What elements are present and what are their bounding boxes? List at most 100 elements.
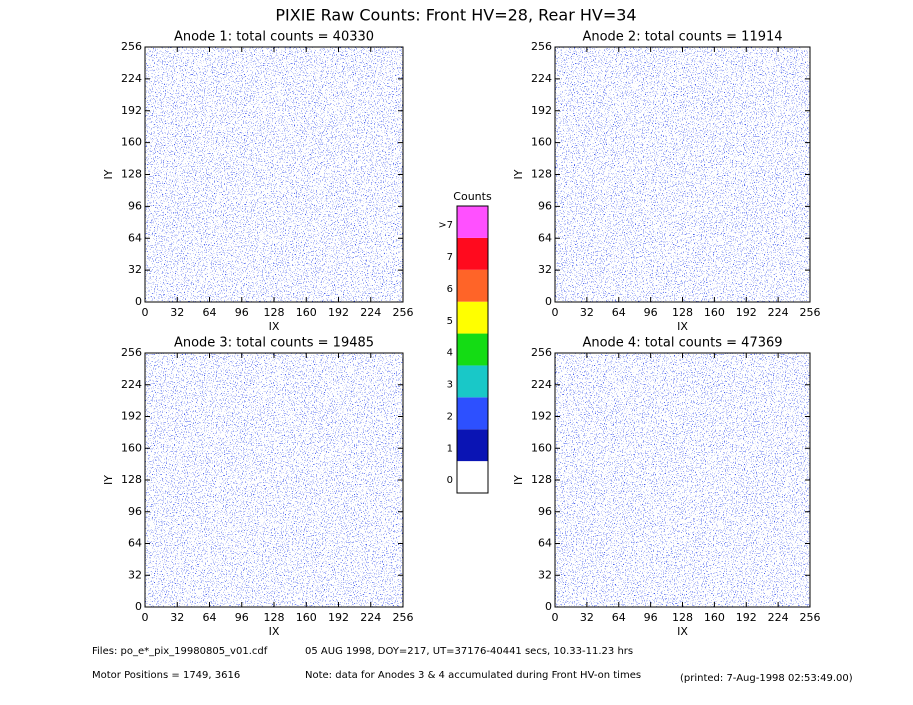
x-tick-label: 192 <box>736 306 757 319</box>
colorbar-swatch <box>457 269 488 302</box>
y-tick-label: 0 <box>135 600 142 613</box>
y-axis-label: IY <box>512 475 525 485</box>
x-tick-label: 96 <box>235 611 249 624</box>
noise-texture <box>555 353 810 607</box>
colorbar-frame <box>456 205 489 494</box>
x-tick-label: 160 <box>704 306 725 319</box>
y-tick-label: 32 <box>128 263 142 276</box>
y-tick-label: 192 <box>531 104 552 117</box>
x-tick-label: 32 <box>580 611 594 624</box>
y-tick-label: 64 <box>538 537 552 550</box>
x-tick-label: 256 <box>800 306 821 319</box>
x-tick-label: 256 <box>393 611 414 624</box>
x-tick-label: 0 <box>552 306 559 319</box>
x-axis-label: IX <box>269 625 280 638</box>
x-tick-label: 0 <box>552 611 559 624</box>
y-tick-label: 64 <box>128 231 142 244</box>
x-tick-label: 256 <box>393 306 414 319</box>
x-tick-label: 224 <box>360 611 381 624</box>
x-axis-label: IX <box>269 320 280 333</box>
y-tick-label: 32 <box>538 568 552 581</box>
y-tick-label: 128 <box>121 168 142 181</box>
y-tick-label: 224 <box>121 72 142 85</box>
footer-note: Note: data for Anodes 3 & 4 accumulated … <box>305 670 641 681</box>
x-tick-label: 224 <box>360 306 381 319</box>
colorbar-swatch <box>457 206 488 238</box>
panel-title: Anode 2: total counts = 11914 <box>582 30 782 45</box>
x-axis-label: IX <box>677 625 688 638</box>
y-tick-label: 192 <box>121 104 142 117</box>
colorbar-swatch <box>457 429 488 462</box>
x-tick-label: 160 <box>296 306 317 319</box>
x-tick-label: 128 <box>672 611 693 624</box>
colorbar-swatch <box>457 237 488 270</box>
y-tick-label: 160 <box>121 136 142 149</box>
y-tick-label: 192 <box>121 410 142 423</box>
y-tick-label: 224 <box>531 378 552 391</box>
noise-texture <box>555 47 810 302</box>
y-tick-label: 128 <box>531 473 552 486</box>
colorbar-label: 6 <box>447 284 453 295</box>
figure-title: PIXIE Raw Counts: Front HV=28, Rear HV=3… <box>275 6 636 25</box>
y-tick-label: 224 <box>121 378 142 391</box>
y-tick-label: 128 <box>121 473 142 486</box>
x-tick-label: 0 <box>142 306 149 319</box>
colorbar-label: 7 <box>447 252 453 263</box>
colorbar-label: 0 <box>447 475 453 486</box>
y-tick-label: 64 <box>538 231 552 244</box>
x-tick-label: 160 <box>704 611 725 624</box>
x-tick-label: 64 <box>612 611 626 624</box>
panel-title: Anode 1: total counts = 40330 <box>174 30 374 45</box>
y-axis-label: IY <box>102 475 115 485</box>
x-tick-label: 128 <box>264 306 285 319</box>
colorbar-swatch <box>457 333 488 366</box>
y-tick-label: 96 <box>538 505 552 518</box>
footer-printed: (printed: 7-Aug-1998 02:53:49.00) <box>680 673 853 684</box>
x-tick-label: 32 <box>170 611 184 624</box>
x-tick-label: 224 <box>768 611 789 624</box>
y-tick-label: 256 <box>531 40 552 53</box>
x-tick-label: 224 <box>768 306 789 319</box>
y-tick-label: 128 <box>531 168 552 181</box>
y-tick-label: 160 <box>531 136 552 149</box>
y-tick-label: 32 <box>538 263 552 276</box>
y-tick-label: 96 <box>128 505 142 518</box>
x-tick-label: 192 <box>328 611 349 624</box>
x-tick-label: 128 <box>672 306 693 319</box>
y-tick-label: 0 <box>545 295 552 308</box>
x-tick-label: 64 <box>203 306 217 319</box>
x-tick-label: 128 <box>264 611 285 624</box>
x-tick-label: 192 <box>328 306 349 319</box>
noise-texture <box>145 353 403 607</box>
colorbar-swatch <box>457 301 488 334</box>
y-tick-label: 0 <box>545 600 552 613</box>
y-tick-label: 160 <box>531 441 552 454</box>
noise-texture <box>145 47 403 302</box>
colorbar-swatch <box>457 365 488 398</box>
colorbar-label: 2 <box>447 411 453 422</box>
x-tick-label: 64 <box>203 611 217 624</box>
x-tick-label: 96 <box>644 611 658 624</box>
y-axis-label: IY <box>512 169 525 179</box>
y-axis-label: IY <box>102 169 115 179</box>
x-tick-label: 64 <box>612 306 626 319</box>
colorbar-label: >7 <box>438 220 453 231</box>
footer-files: Files: po_e*_pix_19980805_v01.cdf <box>92 646 268 657</box>
x-tick-label: 32 <box>170 306 184 319</box>
y-tick-label: 256 <box>121 40 142 53</box>
x-axis-label: IX <box>677 320 688 333</box>
colorbar-label: 5 <box>447 316 453 327</box>
panel-title: Anode 4: total counts = 47369 <box>582 336 782 351</box>
x-tick-label: 0 <box>142 611 149 624</box>
x-tick-label: 256 <box>800 611 821 624</box>
x-tick-label: 32 <box>580 306 594 319</box>
x-tick-label: 160 <box>296 611 317 624</box>
colorbar-label: 4 <box>447 348 453 359</box>
y-tick-label: 96 <box>128 199 142 212</box>
colorbar-label: 1 <box>447 443 453 454</box>
y-tick-label: 256 <box>531 346 552 359</box>
colorbar-swatch <box>457 397 488 430</box>
footer-motor: Motor Positions = 1749, 3616 <box>92 670 240 681</box>
y-tick-label: 256 <box>121 346 142 359</box>
